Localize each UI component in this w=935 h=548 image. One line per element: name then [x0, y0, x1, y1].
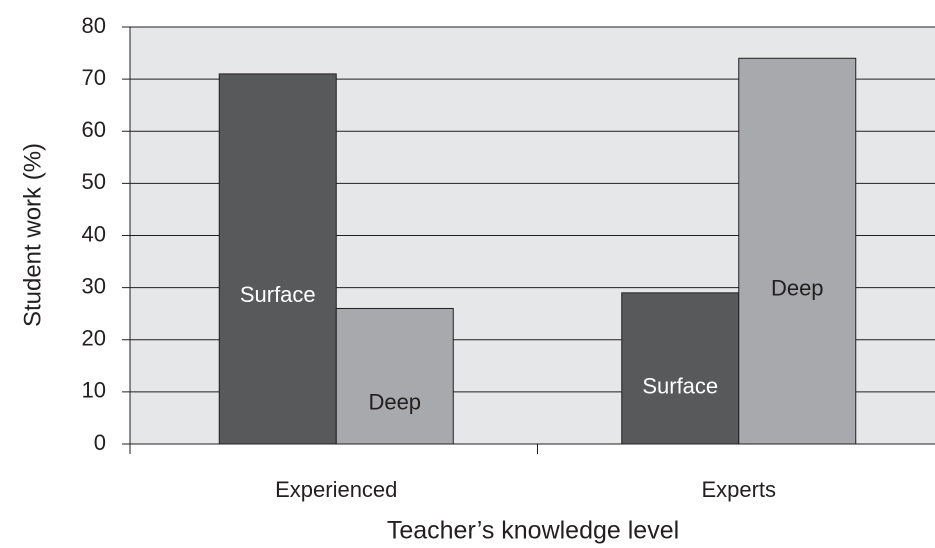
- bar: [335, 307, 454, 445]
- x-tick-label: Experienced: [275, 477, 397, 502]
- bar-label: Surface: [240, 282, 316, 307]
- bar-label: Surface: [642, 374, 718, 399]
- bar-label: Deep: [771, 276, 824, 301]
- y-tick-label: 70: [82, 65, 106, 90]
- bar: [621, 292, 740, 445]
- x-axis-title: Teacher’s knowledge level: [387, 517, 679, 545]
- bar-label: Deep: [368, 389, 421, 414]
- y-tick-label: 10: [82, 378, 106, 403]
- y-tick-label: 60: [82, 117, 106, 142]
- y-tick-label: 50: [82, 169, 106, 194]
- bar: [218, 73, 337, 445]
- x-tick-label: Experts: [701, 477, 776, 502]
- y-tick-label: 20: [82, 326, 106, 351]
- y-tick-label: 40: [82, 221, 106, 246]
- y-tick-label: 30: [82, 273, 106, 298]
- y-axis-title: Student work (%): [19, 143, 46, 327]
- y-tick-label: 0: [94, 430, 106, 455]
- y-tick-label: 80: [82, 13, 106, 38]
- bar: [738, 57, 857, 445]
